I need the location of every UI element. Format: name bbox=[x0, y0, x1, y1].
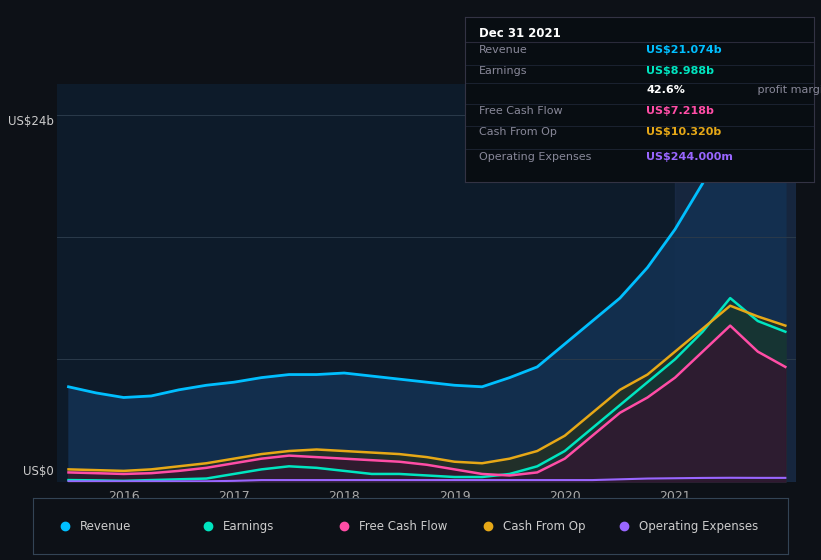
Text: US$8.988b: US$8.988b bbox=[646, 67, 714, 76]
Text: Dec 31 2021: Dec 31 2021 bbox=[479, 27, 561, 40]
Text: profit margin: profit margin bbox=[754, 85, 821, 95]
Text: US$244.000m: US$244.000m bbox=[646, 152, 733, 162]
Text: US$0: US$0 bbox=[23, 465, 54, 478]
Text: Free Cash Flow: Free Cash Flow bbox=[479, 106, 562, 116]
Text: US$10.320b: US$10.320b bbox=[646, 128, 722, 138]
Text: Earnings: Earnings bbox=[479, 67, 527, 76]
Text: Revenue: Revenue bbox=[479, 45, 527, 55]
Text: Cash From Op: Cash From Op bbox=[502, 520, 585, 533]
Text: Operating Expenses: Operating Expenses bbox=[639, 520, 758, 533]
Text: US$7.218b: US$7.218b bbox=[646, 106, 714, 116]
Text: Cash From Op: Cash From Op bbox=[479, 128, 557, 138]
Text: Operating Expenses: Operating Expenses bbox=[479, 152, 591, 162]
Text: 42.6%: 42.6% bbox=[646, 85, 685, 95]
Text: Free Cash Flow: Free Cash Flow bbox=[359, 520, 447, 533]
Text: Revenue: Revenue bbox=[80, 520, 131, 533]
Text: Earnings: Earnings bbox=[223, 520, 274, 533]
Text: US$24b: US$24b bbox=[8, 115, 54, 128]
Bar bbox=[675, 84, 796, 482]
Text: US$21.074b: US$21.074b bbox=[646, 45, 722, 55]
